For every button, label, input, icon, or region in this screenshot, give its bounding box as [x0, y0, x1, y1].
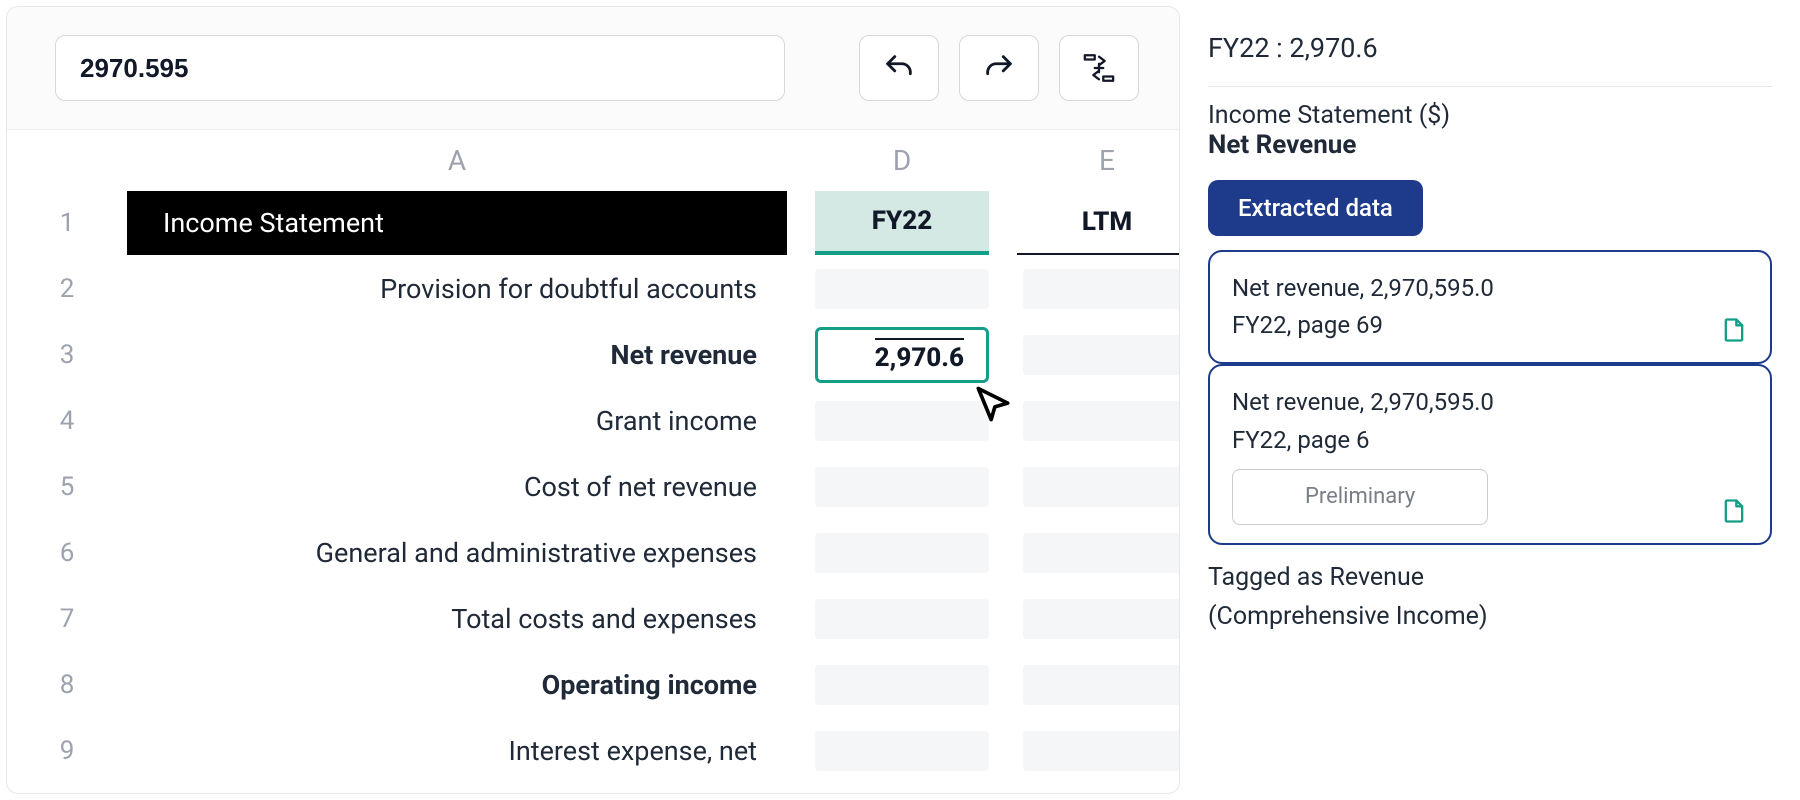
card-line: Net revenue, 2,970,595.0 [1232, 270, 1748, 307]
spreadsheet-panel: A D E 1Income Statement FY22 LTM 2Provision… [6, 6, 1180, 794]
empty-cell[interactable] [815, 401, 989, 441]
card-line: Net revenue, 2,970,595.0 [1232, 384, 1748, 421]
document-icon[interactable] [1720, 497, 1748, 525]
empty-cell[interactable] [1023, 599, 1179, 639]
row-label[interactable]: Total costs and expenses [127, 603, 787, 635]
redo-icon [982, 51, 1016, 85]
row-number[interactable]: 3 [7, 340, 127, 370]
spreadsheet-grid[interactable]: A D E 1Income Statement FY22 LTM 2Provision… [7, 129, 1179, 793]
formula-input[interactable] [55, 35, 785, 101]
row-label[interactable]: Operating income [127, 669, 787, 701]
document-icon[interactable] [1720, 316, 1748, 344]
empty-cell[interactable] [815, 467, 989, 507]
panel-title: FY22 : 2,970.6 [1208, 32, 1772, 87]
empty-cell[interactable] [1023, 533, 1179, 573]
preliminary-chip[interactable]: Preliminary [1232, 469, 1488, 525]
extracted-data-badge[interactable]: Extracted data [1208, 180, 1423, 236]
empty-cell[interactable] [815, 269, 989, 309]
row-number[interactable]: 5 [7, 472, 127, 502]
empty-cell[interactable] [1023, 467, 1179, 507]
column-header-e[interactable]: E [1017, 144, 1179, 177]
empty-cell[interactable] [815, 665, 989, 705]
row-number[interactable]: 8 [7, 670, 127, 700]
undo-icon [882, 51, 916, 85]
selected-cell[interactable]: 2,970.6 [815, 327, 989, 383]
empty-cell[interactable] [1023, 665, 1179, 705]
column-header-d[interactable]: D [787, 144, 1017, 177]
empty-cell[interactable] [815, 599, 989, 639]
row-number[interactable]: 1 [7, 208, 127, 238]
undo-button[interactable] [859, 35, 939, 101]
row-label[interactable]: Cost of net revenue [127, 471, 787, 503]
toolbar [7, 7, 1179, 129]
row-number[interactable]: 2 [7, 274, 127, 304]
row-label[interactable]: Interest expense, net [127, 735, 787, 767]
redo-button[interactable] [959, 35, 1039, 101]
card-line: FY22, page 6 [1232, 422, 1748, 459]
empty-cell[interactable] [815, 731, 989, 771]
row-label[interactable]: Net revenue [127, 339, 787, 371]
panel-section-name: Net Revenue [1208, 130, 1356, 160]
extracted-data-card[interactable]: Net revenue, 2,970,595.0FY22, page 6 Prel… [1208, 364, 1772, 544]
expand-button[interactable] [1059, 35, 1139, 101]
empty-cell[interactable] [815, 533, 989, 573]
row-number[interactable]: 7 [7, 604, 127, 634]
sheet-title-cell[interactable]: Income Statement [127, 191, 787, 255]
column-header-a[interactable]: A [127, 144, 787, 177]
column-label-fy22[interactable]: FY22 [815, 191, 989, 255]
empty-cell[interactable] [1023, 335, 1179, 375]
row-label[interactable]: General and administrative expenses [127, 537, 787, 569]
row-number[interactable]: 6 [7, 538, 127, 568]
tag-note: Tagged as Revenue (Comprehensive Income) [1208, 559, 1772, 637]
row-number[interactable]: 9 [7, 736, 127, 766]
expand-collapse-icon [1082, 51, 1116, 85]
panel-section: Income Statement ($) Net Revenue [1208, 101, 1772, 160]
panel-section-label: Income Statement ($) [1208, 101, 1772, 130]
empty-cell[interactable] [1023, 401, 1179, 441]
row-label[interactable]: Provision for doubtful accounts [127, 273, 787, 305]
detail-panel: FY22 : 2,970.6 Income Statement ($) Net … [1180, 0, 1800, 800]
column-label-ltm[interactable]: LTM [1017, 191, 1179, 255]
row-number[interactable]: 4 [7, 406, 127, 436]
empty-cell[interactable] [1023, 731, 1179, 771]
row-label[interactable]: Grant income [127, 405, 787, 437]
extracted-data-card[interactable]: Net revenue, 2,970,595.0FY22, page 69 [1208, 250, 1772, 364]
card-line: FY22, page 69 [1232, 307, 1748, 344]
empty-cell[interactable] [1023, 269, 1179, 309]
